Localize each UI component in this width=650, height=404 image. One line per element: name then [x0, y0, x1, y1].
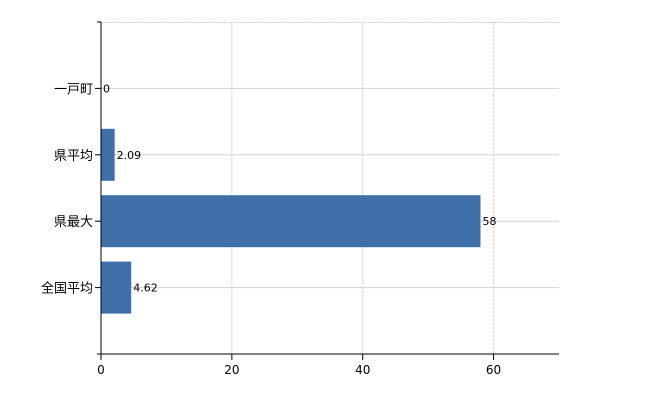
- x-tick-label: 0: [97, 363, 105, 377]
- data-label: 4.62: [133, 282, 158, 295]
- y-tick-label: 県最大: [54, 215, 93, 230]
- data-label: 0: [103, 82, 110, 95]
- data-label: 58: [482, 215, 496, 228]
- bar: [101, 128, 115, 181]
- x-tick-label: 60: [486, 363, 501, 377]
- x-tick-label: 20: [224, 363, 239, 377]
- y-tick-label: 県平均: [54, 149, 93, 164]
- y-tick-label: 一戸町: [54, 82, 93, 97]
- x-tick-label: 40: [355, 363, 370, 377]
- data-label: 2.09: [117, 149, 141, 162]
- bar: [101, 195, 481, 248]
- y-tick-label: 全国平均: [41, 281, 93, 297]
- bar: [101, 261, 132, 314]
